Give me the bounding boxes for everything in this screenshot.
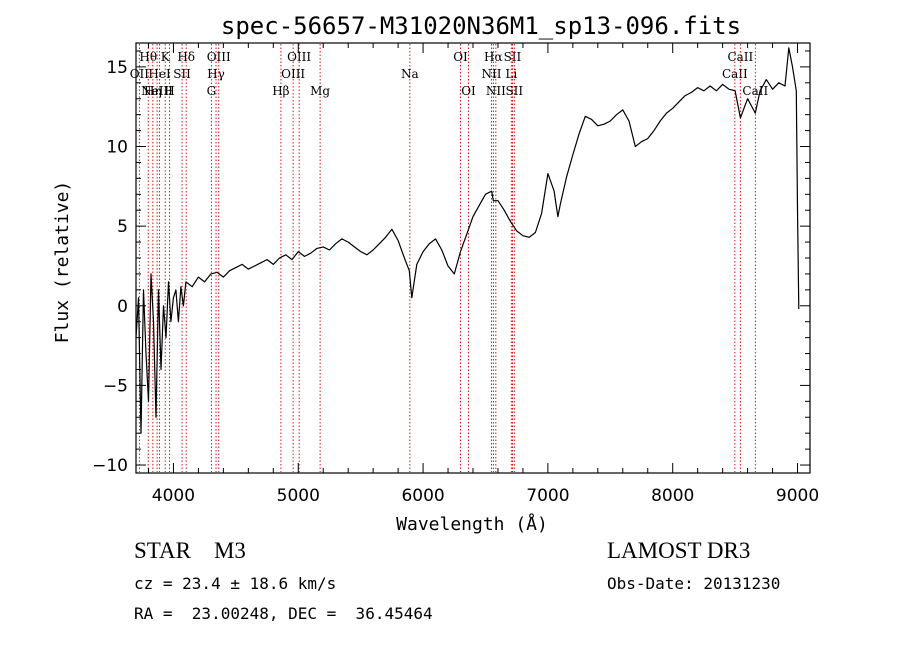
y-axis-label: Flux (relative) [52, 181, 73, 344]
marker-label-19: NII [481, 67, 501, 81]
marker-label-17: OI [453, 50, 468, 64]
marker-label-25: CaII [722, 67, 748, 81]
x-axis-label: Wavelength (Å) [396, 513, 548, 535]
marker-label-21: NII [486, 84, 506, 98]
x-tick-label-3: 7000 [526, 486, 569, 506]
x-tick-label-2: 6000 [401, 486, 444, 506]
marker-label-6: H [164, 84, 174, 98]
y-tick-label-4: 10 [106, 138, 128, 158]
plot-frame [135, 42, 811, 474]
marker-label-8: Hδ [177, 50, 195, 64]
marker-label-20: Hα [484, 50, 503, 64]
marker-label-15: Mg [310, 84, 330, 98]
marker-label-7: SII [173, 67, 191, 81]
marker-label-23: SII [504, 50, 522, 64]
marker-label-27: CaII [742, 84, 768, 98]
marker-label-10: Hγ [207, 67, 225, 81]
marker-label-12: Hβ [272, 84, 289, 98]
x-tick-label-0: 4000 [152, 486, 195, 506]
x-tick-label-1: 5000 [277, 486, 320, 506]
coordinates: RA = 23.00248, DEC = 36.45464 [134, 604, 433, 623]
spectrum-series [135, 47, 800, 434]
chart-title: spec-56657-M31020N36M1_sp13-096.fits [221, 12, 741, 40]
marker-label-1: Hθ [139, 50, 157, 64]
marker-label-9: G [207, 84, 217, 98]
marker-label-0: OII [130, 67, 150, 81]
y-tick-label-3: 5 [117, 217, 128, 237]
marker-label-11: OIII [207, 50, 231, 64]
marker-label-24: SII [505, 84, 523, 98]
y-tick-label-1: −5 [103, 376, 128, 396]
observation-date: Obs-Date: 20131230 [607, 574, 781, 593]
redshift-velocity: cz = 23.4 ± 18.6 km/s [134, 574, 337, 593]
marker-label-13: OIII [281, 67, 305, 81]
marker-label-18: OI [461, 84, 476, 98]
y-tick-label-0: −10 [92, 456, 128, 476]
marker-label-26: CaII [727, 50, 753, 64]
spectrum-line [135, 47, 800, 434]
marker-label-14: OIII [287, 50, 311, 64]
marker-label-5: K [161, 50, 171, 64]
y-tick-label-5: 15 [106, 58, 128, 78]
emission-line-markers: OIIHθHηNeIIIHeIKHSIIHδGHγOIIIHβOIIIOIIIM… [130, 44, 768, 472]
survey-name: LAMOST DR3 [607, 538, 751, 563]
y-tick-label-2: 0 [117, 297, 128, 317]
x-tick-label-5: 9000 [776, 486, 819, 506]
marker-label-22: Li [505, 67, 517, 81]
x-tick-label-4: 8000 [651, 486, 694, 506]
object-class: STAR M3 [134, 538, 246, 563]
marker-label-16: Na [401, 67, 419, 81]
marker-label-4: HeI [148, 67, 171, 81]
axis-ticks: 4000 5000 6000 7000 8000 9000 −10 −5 0 5 10 15 [92, 43, 819, 506]
